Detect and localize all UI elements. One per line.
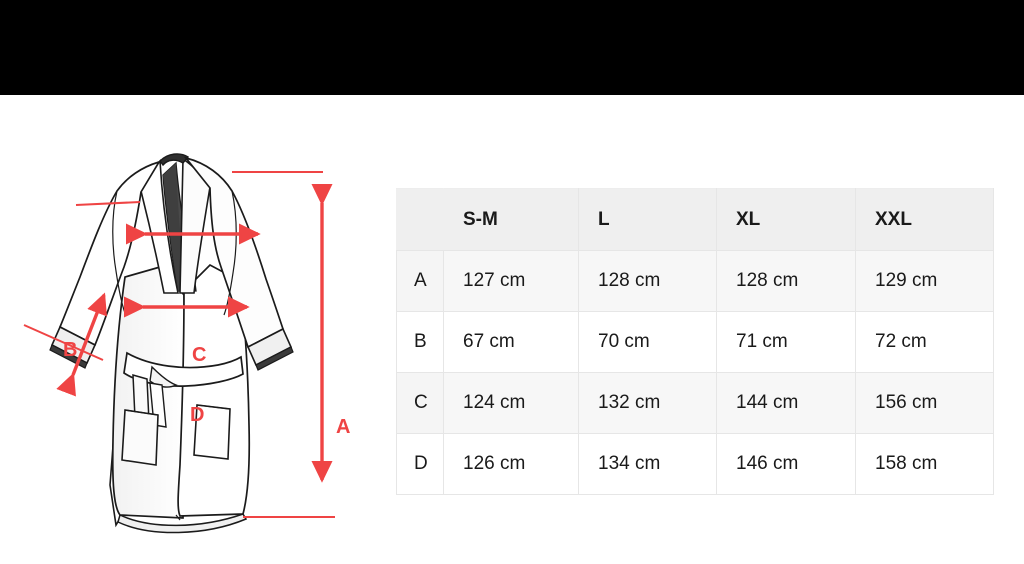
row-key-c: C <box>396 372 444 434</box>
measure-label-D: D <box>190 404 205 426</box>
table-row: A 127 cm 128 cm 128 cm 129 cm <box>396 250 994 312</box>
cell-a-l: 128 cm <box>578 250 717 312</box>
row-key-b: B <box>396 311 444 373</box>
cell-d-xl: 146 cm <box>716 433 856 495</box>
table-header: S-M L XL XXL <box>396 188 994 251</box>
cell-c-sm: 124 cm <box>443 372 579 434</box>
row-key-d: D <box>396 433 444 495</box>
size-chart-table: S-M L XL XXL A 127 cm 128 cm 128 cm 129 … <box>396 188 994 495</box>
cell-b-sm: 67 cm <box>443 311 579 373</box>
measure-label-B: B <box>63 339 78 361</box>
cell-b-l: 70 cm <box>578 311 717 373</box>
table-row: C 124 cm 132 cm 144 cm 156 cm <box>396 372 994 434</box>
column-header-xxl: XXL <box>855 188 994 251</box>
column-header-l: L <box>578 188 717 251</box>
measurement-arrows <box>56 183 333 483</box>
column-header-xl: XL <box>716 188 856 251</box>
cell-a-xl: 128 cm <box>716 250 856 312</box>
bathrobe-technical-drawing-svg <box>23 153 335 534</box>
table-row: B 67 cm 70 cm 71 cm 72 cm <box>396 311 994 373</box>
measure-label-A: A <box>336 416 351 438</box>
table-row: D 126 cm 134 cm 146 cm 158 cm <box>396 433 994 495</box>
guide-line-shoulder-left <box>75 201 141 206</box>
cell-d-l: 134 cm <box>578 433 717 495</box>
column-header-blank <box>396 188 444 251</box>
measure-label-C: C <box>192 344 207 366</box>
bathrobe-illustration: A B C D <box>0 95 396 564</box>
letterbox-bar-top <box>0 0 1024 95</box>
cell-a-xxl: 129 cm <box>855 250 994 312</box>
row-key-a: A <box>396 250 444 312</box>
table-body: A 127 cm 128 cm 128 cm 129 cm B 67 cm 70… <box>396 250 994 495</box>
arrow-B-sleeve <box>56 292 107 397</box>
cell-d-sm: 126 cm <box>443 433 579 495</box>
table-header-row: S-M L XL XXL <box>396 188 994 251</box>
robe-body-group <box>109 263 251 534</box>
cell-b-xl: 71 cm <box>716 311 856 373</box>
cell-b-xxl: 72 cm <box>855 311 994 373</box>
cell-a-sm: 127 cm <box>443 250 579 312</box>
cell-c-l: 132 cm <box>578 372 717 434</box>
robe-pockets-group <box>121 404 231 466</box>
cell-c-xl: 144 cm <box>716 372 856 434</box>
column-header-s-m: S-M <box>443 188 579 251</box>
cell-c-xxl: 156 cm <box>855 372 994 434</box>
cell-d-xxl: 158 cm <box>855 433 994 495</box>
